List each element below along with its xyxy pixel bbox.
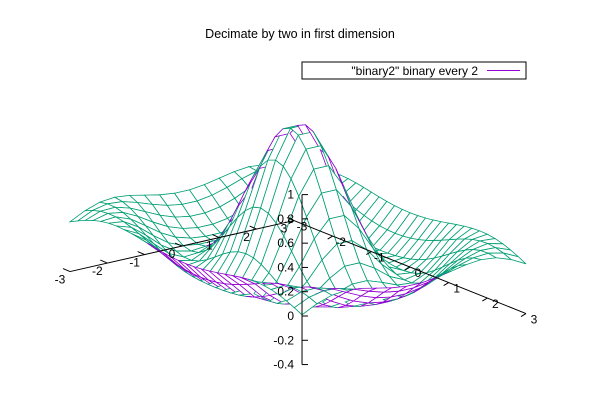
z-tick-label: 0.8 — [277, 212, 294, 226]
y-tick — [288, 220, 295, 224]
z-tick-label: 0.4 — [277, 260, 294, 274]
x-tick-label: -1 — [129, 256, 140, 270]
z-tick-label: 1 — [287, 188, 294, 202]
y-tick-label: 0 — [415, 266, 422, 280]
x-tick — [286, 217, 295, 222]
x-tick-label: 1 — [206, 239, 213, 253]
x-tick — [249, 225, 257, 230]
x-tick-label: 0 — [169, 247, 176, 261]
legend-label: "binary2" binary every 2 — [351, 64, 478, 78]
y-tick — [443, 282, 449, 286]
y-tick-label: -2 — [335, 235, 346, 249]
x-tick — [62, 268, 71, 273]
y-tick-label: 1 — [453, 282, 460, 296]
x-tick — [100, 259, 108, 264]
y-tick — [327, 235, 333, 240]
y-tick-label: 2 — [492, 297, 499, 311]
x-tick — [212, 234, 220, 239]
y-tick-label: 3 — [531, 313, 538, 327]
chart-title: Decimate by two in first dimension — [205, 27, 395, 41]
x-tick-label: 3 — [281, 222, 288, 236]
z-tick-label: -0.4 — [273, 358, 294, 372]
x-tick-label: -3 — [55, 273, 66, 287]
x-tick-label: 2 — [243, 230, 250, 244]
y-tick-label: -1 — [374, 251, 385, 265]
x-tick — [137, 251, 145, 256]
legend: "binary2" binary every 2 — [301, 61, 527, 80]
surface-mesh — [68, 124, 527, 316]
surface-cell — [503, 252, 527, 265]
y-tick — [366, 251, 372, 255]
x-tick-label: -2 — [92, 264, 103, 278]
z-tick-label: 0.6 — [277, 236, 294, 250]
x-tick — [174, 242, 183, 247]
y-tick — [520, 313, 527, 317]
y-tick — [404, 266, 411, 271]
z-tick-label: -0.2 — [273, 333, 294, 347]
z-tick-label: 0.2 — [277, 285, 294, 299]
z-tick-label: 0 — [287, 309, 294, 323]
y-tick — [482, 297, 488, 302]
legend-box — [301, 61, 527, 80]
